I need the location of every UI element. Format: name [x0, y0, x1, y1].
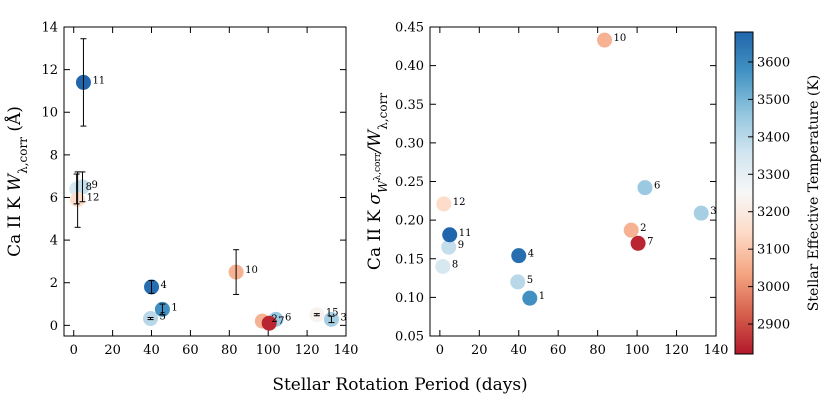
point-label-7: 7 — [647, 236, 653, 247]
data-point-9 — [441, 239, 457, 255]
left-plot-frame — [63, 26, 347, 337]
x-tick-label: 100 — [625, 343, 650, 358]
y-tick-label: 0 — [50, 319, 58, 334]
colorbar-tick-label: 2900 — [757, 318, 790, 333]
colorbar-tick-label: 3100 — [757, 243, 790, 258]
right-data-points — [435, 32, 709, 306]
colorbar-tick-label: 3300 — [757, 168, 790, 183]
data-point-10 — [597, 32, 613, 48]
data-point-7 — [630, 235, 646, 251]
left-data-points — [69, 74, 339, 331]
point-label-9: 9 — [458, 240, 464, 251]
x-tick-label: 100 — [256, 343, 281, 358]
y-tick-label: 12 — [41, 63, 58, 78]
x-tick-label: 140 — [334, 343, 359, 358]
point-label-4: 4 — [161, 280, 167, 291]
data-point-5 — [510, 274, 526, 290]
y-tick-label: 10 — [41, 106, 58, 121]
colorbar-tick-label: 3000 — [757, 280, 790, 295]
y-tick-label: 14 — [41, 21, 58, 36]
data-point-6 — [637, 180, 653, 196]
data-point-1 — [522, 290, 538, 306]
point-label-6: 6 — [285, 312, 291, 323]
point-label-11: 11 — [459, 228, 472, 239]
x-tick-label: 80 — [589, 343, 606, 358]
right-plot-frame — [429, 26, 717, 337]
colorbar-tick-label: 3600 — [757, 55, 790, 70]
data-point-11 — [442, 227, 458, 243]
point-label-9: 9 — [91, 180, 97, 191]
x-tick-label: 60 — [550, 343, 567, 358]
point-label-12: 12 — [87, 193, 100, 204]
point-label-2: 2 — [640, 223, 646, 234]
colorbar-tick-label: 3400 — [757, 130, 790, 145]
data-point-12 — [436, 196, 452, 212]
colorbar-tick-label: 3200 — [757, 205, 790, 220]
right-panel: 0 20 40 60 80 100 120 140 0.05 0.10 0.15 0.20 0.25 0.… — [365, 21, 728, 359]
x-tick-label: 120 — [664, 343, 689, 358]
point-label-8: 8 — [86, 182, 92, 193]
left-error-bars — [73, 38, 335, 324]
point-label-12: 12 — [453, 197, 466, 208]
x-tick-label: 0 — [436, 343, 444, 358]
y-tick-label: 2 — [50, 276, 58, 291]
right-axis-ticks: 0 20 40 60 80 100 120 140 0.05 0.10 0.15 0.20 0.25 0.… — [395, 21, 728, 359]
colorbar-ticks: 2900 3000 3100 3200 3300 3400 3500 3600 — [748, 55, 790, 333]
point-label-7: 7 — [278, 316, 284, 327]
y-tick-label: 0.20 — [395, 214, 424, 229]
point-label-3: 3 — [340, 312, 346, 323]
y-tick-label: 0.10 — [395, 291, 424, 306]
right-y-axis-label: Ca II K σWλ,corr/Wλ,corr — [365, 93, 390, 270]
y-tick-label: 4 — [50, 234, 58, 249]
x-tick-label: 40 — [510, 343, 527, 358]
point-label-8: 8 — [452, 259, 458, 270]
data-point-4 — [511, 248, 527, 264]
y-tick-label: 0.35 — [395, 98, 424, 113]
point-label-10: 10 — [614, 33, 627, 44]
y-tick-label: 0.25 — [395, 175, 424, 190]
x-tick-label: 60 — [182, 343, 199, 358]
point-label-2: 2 — [271, 314, 277, 325]
data-point-7 — [261, 315, 277, 331]
point-label-11: 11 — [92, 75, 105, 86]
y-tick-label: 0.45 — [395, 21, 424, 36]
point-label-4: 4 — [528, 249, 534, 260]
colorbar-label: Stellar Effective Temperature (K) — [806, 75, 822, 312]
x-axis-label: Stellar Rotation Period (days) — [272, 375, 527, 395]
y-tick-label: 0.40 — [395, 59, 424, 74]
colorbar-gradient — [734, 31, 754, 355]
y-tick-label: 6 — [50, 191, 58, 206]
x-tick-label: 40 — [143, 343, 160, 358]
data-point-3 — [693, 205, 709, 221]
left-y-axis-label: Ca II K Wλ,corr (Å) — [4, 106, 30, 257]
point-label-3: 3 — [710, 206, 716, 217]
point-label-1: 1 — [539, 291, 545, 302]
x-tick-label: 0 — [70, 343, 78, 358]
x-tick-label: 140 — [704, 343, 729, 358]
y-tick-label: 0.15 — [395, 252, 424, 267]
colorbar-tick-label: 3500 — [757, 93, 790, 108]
y-tick-label: 0.30 — [395, 136, 424, 151]
point-label-5: 5 — [160, 312, 166, 323]
point-label-5: 5 — [527, 275, 533, 286]
y-tick-label: 0.05 — [395, 330, 424, 345]
point-label-10: 10 — [245, 265, 258, 276]
point-label-6: 6 — [654, 181, 660, 192]
x-tick-label: 80 — [221, 343, 238, 358]
x-tick-label: 120 — [295, 343, 320, 358]
colorbar: 2900 3000 3100 3200 3300 3400 3500 3600 Stellar… — [734, 31, 822, 355]
y-tick-label: 8 — [50, 148, 58, 163]
data-point-2 — [623, 222, 639, 238]
point-label-1: 1 — [171, 302, 177, 313]
x-tick-label: 20 — [104, 343, 121, 358]
x-tick-label: 20 — [471, 343, 488, 358]
data-point-8 — [435, 258, 451, 274]
point-label-15: 15 — [326, 308, 339, 319]
